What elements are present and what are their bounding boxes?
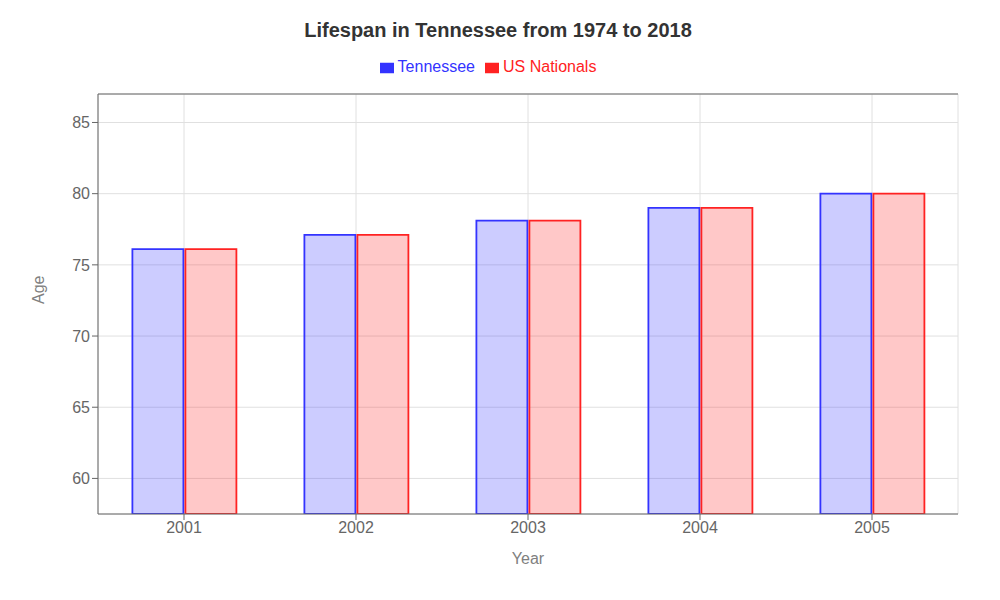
svg-text:75: 75	[72, 257, 90, 274]
svg-text:2004: 2004	[682, 519, 718, 536]
svg-text:Year: Year	[512, 550, 545, 567]
svg-text:Age: Age	[30, 275, 47, 304]
svg-text:2001: 2001	[166, 519, 202, 536]
html-text:US Nationals: US Nationals	[503, 58, 597, 75]
svg-text:2002: 2002	[338, 519, 374, 536]
svg-text:85: 85	[72, 114, 90, 131]
html-text:Lifespan in Tennessee from 197: Lifespan in Tennessee from 1974 to 2018	[304, 19, 692, 41]
svg-text:60: 60	[72, 470, 90, 487]
html-text:Tennessee: Tennessee	[397, 58, 475, 75]
svg-text:2005: 2005	[854, 519, 890, 536]
svg-text:80: 80	[72, 185, 90, 202]
svg-text:65: 65	[72, 399, 90, 416]
svg-text:70: 70	[72, 328, 90, 345]
svg-text:2003: 2003	[510, 519, 546, 536]
